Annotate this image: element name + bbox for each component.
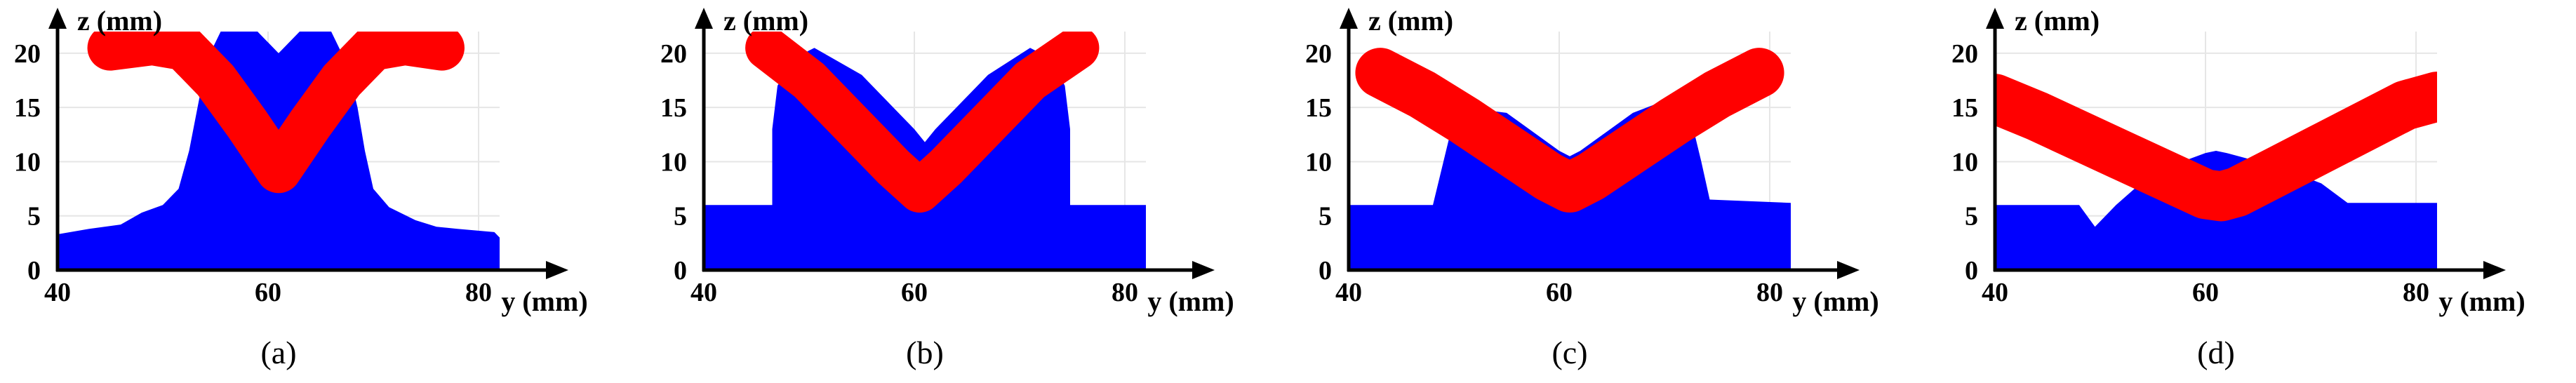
red-band (745, 32, 1100, 213)
y-tick-label: 5 (1965, 202, 1978, 231)
x-tick-label: 60 (255, 278, 281, 307)
y-tick-label: 10 (1951, 147, 1978, 177)
z-axis-label: z (mm) (1368, 5, 1453, 36)
y-tick-label: 5 (1319, 202, 1332, 231)
y-axis-label: y (mm) (1147, 285, 1234, 317)
y-tick-label: 20 (1305, 39, 1332, 69)
z-axis-arrow (1340, 8, 1358, 29)
panel-caption: (b) (906, 335, 944, 370)
y-tick-label: 10 (660, 147, 687, 177)
y-axis-arrow (1192, 261, 1215, 279)
y-tick-label: 0 (674, 256, 687, 285)
x-tick-label: 40 (1335, 278, 1362, 307)
x-tick-label: 60 (901, 278, 928, 307)
x-tick-label: 80 (1756, 278, 1783, 307)
y-tick-label: 20 (14, 39, 41, 69)
x-tick-label: 40 (44, 278, 71, 307)
x-tick-label: 80 (1112, 278, 1138, 307)
y-tick-label: 20 (1951, 39, 1978, 69)
red-band (87, 32, 465, 194)
red-band (1355, 48, 1784, 213)
panel-caption: (c) (1551, 335, 1587, 370)
y-axis-label: y (mm) (501, 285, 587, 317)
y-axis-label: y (mm) (1792, 285, 1878, 317)
y-tick-label: 5 (674, 202, 687, 231)
z-axis-label: z (mm) (2015, 5, 2100, 36)
panel-caption: (d) (2197, 335, 2235, 370)
x-tick-label: 40 (690, 278, 717, 307)
panel-4: 40 60 80 0 5 10 15 20 z (mm) y (mm) (d) (1951, 5, 2525, 370)
y-tick-label: 15 (14, 93, 41, 123)
y-tick-label: 15 (1951, 93, 1978, 123)
y-tick-label: 0 (27, 256, 41, 285)
y-tick-label: 15 (1305, 93, 1332, 123)
z-axis-arrow (48, 8, 67, 29)
x-tick-label: 80 (465, 278, 492, 307)
y-axis-arrow (2483, 261, 2506, 279)
y-tick-label: 15 (660, 93, 687, 123)
red-band (1995, 72, 2437, 222)
x-tick-label: 60 (1546, 278, 1573, 307)
z-axis-arrow (1986, 8, 2004, 29)
plot-area (1995, 72, 2437, 270)
y-axis-arrow (546, 261, 568, 279)
panel-1: 40 60 80 0 5 10 15 20 z (mm) y (mm) (a) (14, 5, 588, 370)
panel-caption: (a) (260, 335, 296, 370)
x-tick-label: 80 (2403, 278, 2429, 307)
x-tick-label: 40 (1982, 278, 2008, 307)
y-tick-label: 20 (660, 39, 687, 69)
panel-3: 40 60 80 0 5 10 15 20 z (mm) y (mm) (c) (1305, 5, 1879, 370)
y-tick-label: 10 (14, 147, 41, 177)
z-axis-arrow (695, 8, 713, 29)
y-axis-arrow (1837, 261, 1860, 279)
plot-area (1349, 48, 1791, 270)
y-tick-label: 0 (1965, 256, 1978, 285)
x-tick-label: 60 (2192, 278, 2219, 307)
panel-2: 40 60 80 0 5 10 15 20 z (mm) y (mm) (b) (660, 5, 1234, 370)
z-axis-label: z (mm) (723, 5, 808, 36)
y-tick-label: 10 (1305, 147, 1332, 177)
plot-area (704, 32, 1146, 270)
y-tick-label: 5 (27, 202, 41, 231)
z-axis-label: z (mm) (77, 5, 162, 36)
y-tick-label: 0 (1319, 256, 1332, 285)
y-axis-label: y (mm) (2438, 285, 2525, 317)
plot-area (58, 32, 500, 270)
